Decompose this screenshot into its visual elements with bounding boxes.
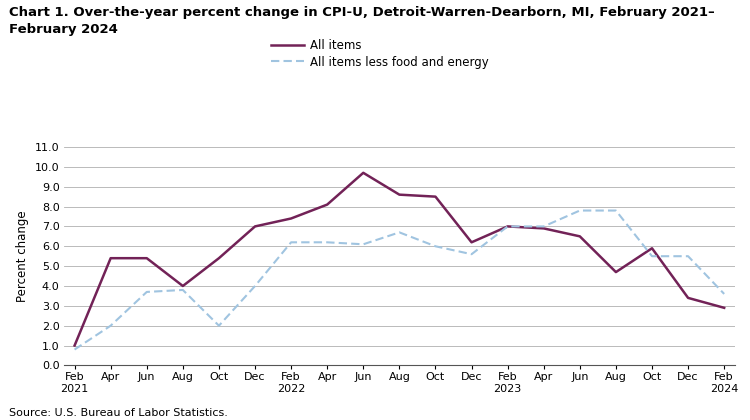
Text: Source: U.S. Bureau of Labor Statistics.: Source: U.S. Bureau of Labor Statistics. — [9, 408, 228, 418]
Y-axis label: Percent change: Percent change — [16, 210, 29, 302]
Text: Chart 1. Over-the-year percent change in CPI-U, Detroit-Warren-Dearborn, MI, Feb: Chart 1. Over-the-year percent change in… — [9, 6, 715, 36]
Legend: All items, All items less food and energy: All items, All items less food and energ… — [271, 39, 489, 69]
